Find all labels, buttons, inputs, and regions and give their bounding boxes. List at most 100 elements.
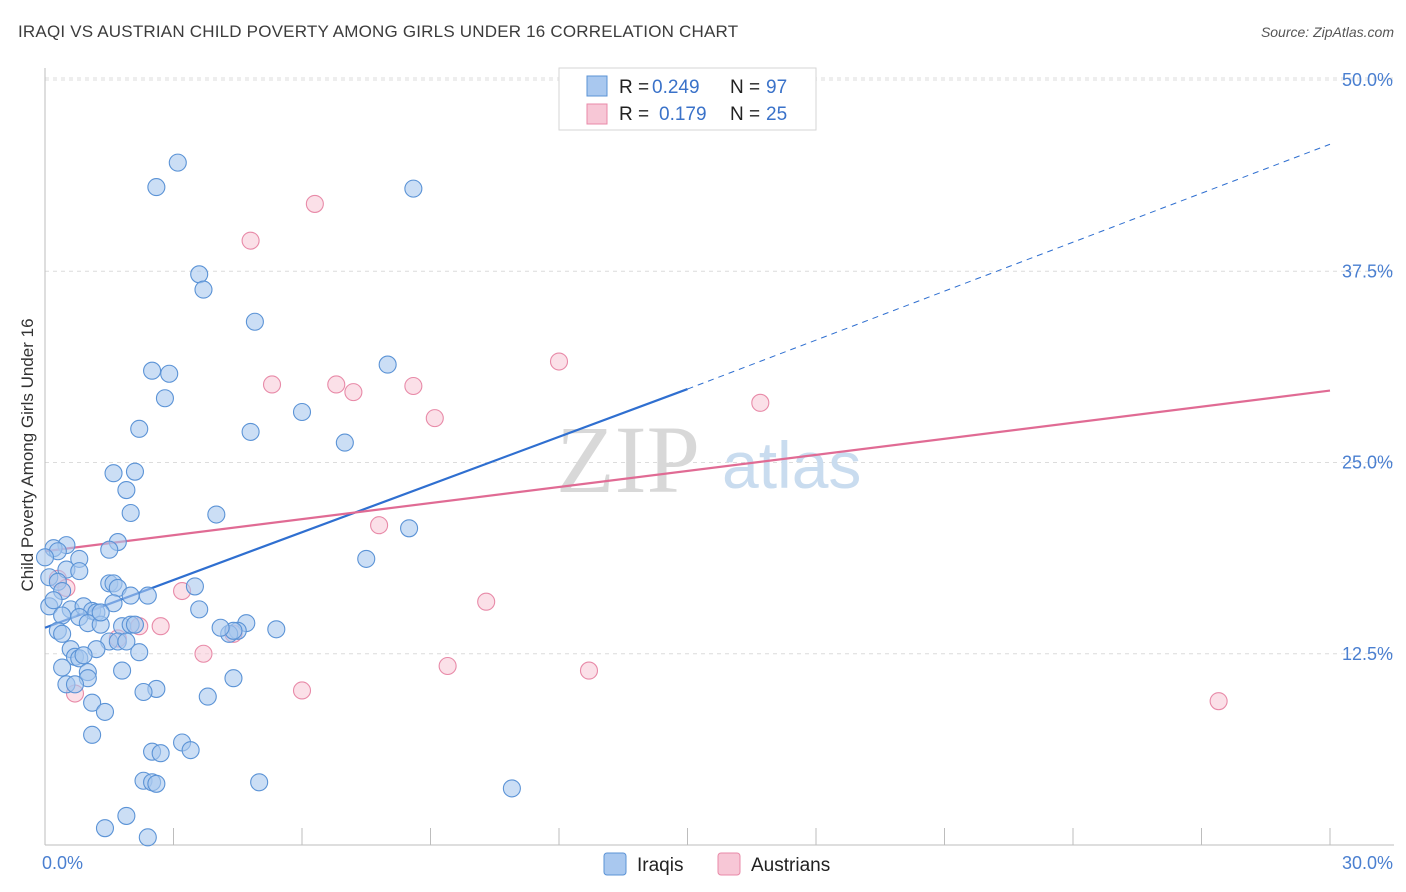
austrian-r-value: 0.179	[659, 104, 707, 125]
iraqi-point	[335, 433, 354, 452]
iraqi-point	[241, 422, 260, 441]
iraqi-point	[134, 682, 153, 702]
austrian-point	[344, 383, 363, 402]
iraqi-point	[143, 361, 162, 380]
iraqi-point	[44, 591, 63, 610]
iraqi-point	[95, 819, 115, 838]
iraqi-point	[190, 265, 209, 284]
iraqi-point	[147, 774, 166, 793]
austrian-point	[370, 516, 389, 535]
iraqi-point	[194, 280, 213, 299]
austrian-trend-line	[44, 389, 1331, 553]
austrian-point	[151, 617, 170, 636]
iraqi-point	[292, 402, 312, 422]
iraqi-point	[378, 355, 397, 374]
y-tick-label: 50.0%	[1342, 70, 1393, 90]
iraqi-swatch	[586, 75, 608, 97]
iraqi-points	[35, 153, 521, 847]
legend: Iraqis Austrians	[603, 852, 830, 876]
austrian-point	[404, 376, 423, 396]
iraqi-point	[83, 693, 102, 712]
iraqi-point	[35, 548, 55, 567]
iraqi-point	[155, 389, 174, 408]
austrian-point	[327, 375, 346, 394]
iraqi-point	[53, 658, 72, 677]
chart-title: IRAQI VS AUSTRIAN CHILD POVERTY AMONG GI…	[18, 22, 739, 41]
iraqi-point	[207, 505, 226, 524]
austrian-point	[305, 194, 324, 213]
iraqi-r-label: R =	[619, 77, 649, 98]
austrian-point	[262, 375, 282, 394]
y-tick-label: 25.0%	[1342, 453, 1393, 473]
iraqi-point	[181, 741, 200, 760]
iraqi-point	[138, 586, 157, 605]
iraqi-point	[502, 779, 521, 798]
austrian-point	[579, 661, 599, 680]
iraqi-point	[125, 615, 144, 634]
iraqi-point	[74, 646, 93, 665]
iraqi-point	[125, 462, 144, 481]
iraqi-trend-extension	[687, 143, 1331, 390]
iraqi-n-label: N =	[730, 77, 760, 98]
austrian-points	[48, 70, 1228, 711]
austrian-n-label: N =	[730, 104, 760, 125]
iraqi-point	[83, 725, 102, 744]
iraqi-point	[95, 702, 115, 721]
iraqi-point	[100, 540, 119, 559]
iraqi-point	[224, 669, 243, 688]
iraqi-point	[130, 419, 149, 438]
iraqi-point	[168, 153, 187, 172]
trend-layer	[44, 143, 1331, 629]
iraqi-point	[91, 603, 110, 622]
legend-iraqi-swatch	[603, 852, 627, 876]
iraqi-point	[117, 806, 136, 825]
austrian-point	[1209, 692, 1228, 711]
watermark-zip: ZIP	[556, 406, 700, 513]
iraqi-point	[104, 464, 123, 483]
x-tick-label: 0.0%	[42, 853, 83, 873]
iraqi-point	[160, 364, 179, 383]
austrian-point	[549, 352, 569, 371]
label-layer: 12.5% 25.0% 37.5% 50.0% 0.0% 30.0%	[42, 70, 1393, 873]
austrian-point	[438, 656, 457, 676]
austrian-r-label: R =	[619, 104, 649, 125]
grid-layer	[45, 77, 1394, 655]
austrian-n-value: 25	[766, 104, 787, 125]
iraqi-point	[121, 586, 140, 605]
y-tick-label: 37.5%	[1342, 261, 1393, 281]
austrian-point	[292, 681, 312, 700]
austrian-point	[751, 393, 770, 412]
austrian-swatch	[586, 103, 608, 125]
iraqi-point	[267, 620, 286, 639]
y-tick-label: 12.5%	[1342, 644, 1393, 664]
iraqi-point	[65, 675, 85, 694]
iraqi-point	[53, 624, 72, 643]
iraqi-point	[117, 480, 136, 500]
y-axis-label: Child Poverty Among Girls Under 16	[18, 318, 37, 591]
iraqi-point	[53, 606, 72, 625]
austrian-point	[477, 592, 496, 611]
iraqi-point	[138, 828, 157, 847]
x-tick-label: 30.0%	[1342, 853, 1393, 873]
legend-austrian-swatch	[717, 852, 741, 876]
iraqi-r-value: 0.249	[652, 77, 700, 98]
austrian-point	[241, 231, 260, 250]
iraqi-point	[357, 549, 376, 568]
axis-layer	[44, 68, 1394, 846]
iraqi-point	[147, 178, 166, 197]
iraqi-point	[121, 503, 140, 523]
iraqi-point	[104, 594, 123, 613]
source-label: Source: ZipAtlas.com	[1260, 24, 1394, 40]
iraqi-point	[400, 519, 419, 538]
iraqi-point	[113, 661, 132, 680]
legend-austrian-label: Austrians	[751, 855, 830, 876]
iraqi-n-value: 97	[766, 77, 787, 98]
iraqi-point	[190, 600, 209, 619]
iraqi-point	[130, 643, 149, 662]
watermark: ZIP atlas	[556, 406, 861, 513]
iraqi-point	[250, 773, 269, 792]
iraqi-point	[117, 632, 136, 651]
austrian-point	[194, 644, 213, 663]
iraqi-point	[185, 577, 204, 596]
